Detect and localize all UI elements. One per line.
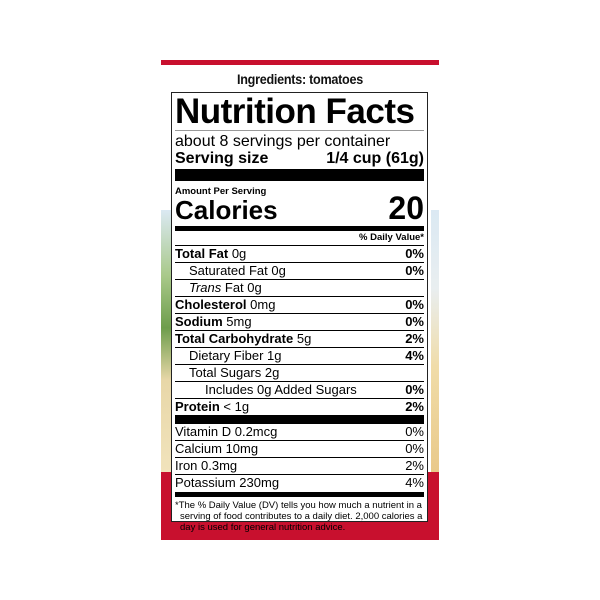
divider-medium xyxy=(175,226,424,231)
divider-thick xyxy=(175,415,424,424)
amount-per-serving: Amount Per Serving xyxy=(175,186,267,197)
divider-medium xyxy=(175,492,424,497)
nutrient-row-total-sugars: Total Sugars 2g xyxy=(175,364,424,381)
nutrient-dv: 0% xyxy=(405,263,424,278)
nutrient-row-trans-fat: Trans Fat 0g xyxy=(175,279,424,296)
divider-thick xyxy=(175,169,424,181)
calories-label: Calories xyxy=(175,195,278,225)
serving-size-label: Serving size xyxy=(175,150,269,167)
package-illustration-right xyxy=(431,210,439,472)
vitamin-row: Potassium 230mg 4% xyxy=(175,474,424,491)
nutrient-dv: 0% xyxy=(405,246,424,261)
nutrient-amount: Fat 0g xyxy=(224,280,262,295)
nutrient-row-added-sugars: Includes 0g Added Sugars 0% xyxy=(175,381,424,398)
nutrient-name: Sodium xyxy=(175,314,223,329)
divider xyxy=(175,130,424,131)
nutrient-amount: < 1g xyxy=(223,399,250,414)
nutrient-dv: 4% xyxy=(405,348,424,363)
vitamin-row: Vitamin D 0.2mcg 0% xyxy=(175,424,424,440)
nutrient-row-total-carbohydrate: Total Carbohydrate 5g 2% xyxy=(175,330,424,347)
calories-row: Calories 20 xyxy=(175,192,424,225)
vitamin-row: Iron 0.3mg 2% xyxy=(175,457,424,474)
nutrient-row-sodium: Sodium 5mg 0% xyxy=(175,313,424,330)
nutrient-name: Dietary Fiber xyxy=(189,348,264,363)
nutrient-name: Includes 0g Added Sugars xyxy=(205,382,357,397)
serving-size: Serving size 1/4 cup (61g) xyxy=(175,150,424,167)
servings-per-container: about 8 servings per container xyxy=(175,133,391,150)
nutrition-facts-label: Nutrition Facts about 8 servings per con… xyxy=(171,92,428,533)
vitamin-dv: 2% xyxy=(405,458,424,473)
nutrient-amount: 0g xyxy=(231,246,247,261)
nutrient-name: Saturated Fat xyxy=(189,263,268,278)
serving-size-value: 1/4 cup (61g) xyxy=(326,150,424,167)
nutrient-amount: 5g xyxy=(296,331,312,346)
nutrient-name: Total Sugars xyxy=(189,365,262,380)
nutrient-dv: 0% xyxy=(405,297,424,312)
nutrient-name: Protein xyxy=(175,399,220,414)
vitamin-label: Potassium 230mg xyxy=(175,475,280,490)
footnote: *The % Daily Value (DV) tells you how mu… xyxy=(175,500,423,533)
vitamin-dv: 4% xyxy=(405,475,424,490)
red-stripe-top xyxy=(161,60,439,65)
daily-value-header: % Daily Value* xyxy=(359,232,424,243)
vitamin-label: Iron 0.3mg xyxy=(175,458,238,473)
nutrient-dv: 0% xyxy=(405,314,424,329)
nutrient-amount: 1g xyxy=(267,348,282,363)
nutrient-amount: 5mg xyxy=(226,314,252,329)
nutrient-dv: 2% xyxy=(405,331,424,346)
vitamin-label: Vitamin D 0.2mcg xyxy=(175,424,278,439)
product-package: Ingredients: tomatoes Nutrition Facts ab… xyxy=(161,60,439,540)
nutrient-row-protein: Protein < 1g 2% xyxy=(175,398,424,415)
nutrient-row-dietary-fiber: Dietary Fiber 1g 4% xyxy=(175,347,424,364)
nutrient-row-cholesterol: Cholesterol 0mg 0% xyxy=(175,296,424,313)
nutrient-row-total-fat: Total Fat 0g 0% xyxy=(175,245,424,262)
nutrient-name: Cholesterol xyxy=(175,297,247,312)
vitamin-dv: 0% xyxy=(405,424,424,439)
nutrient-amount: 2g xyxy=(264,365,280,380)
nutrient-name: Trans xyxy=(189,280,222,295)
vitamin-label: Calcium 10mg xyxy=(175,441,259,456)
nutrient-row-saturated-fat: Saturated Fat 0g 0% xyxy=(175,262,424,279)
calories-value: 20 xyxy=(388,190,424,226)
nutrient-dv: 0% xyxy=(405,382,424,397)
nutrient-amount: 0g xyxy=(271,263,286,278)
nutrient-name: Total Carbohydrate xyxy=(175,331,294,346)
vitamin-row: Calcium 10mg 0% xyxy=(175,440,424,457)
label-title: Nutrition Facts xyxy=(175,92,415,131)
ingredients-text: Ingredients: tomatoes xyxy=(237,71,363,87)
nutrient-name: Total Fat xyxy=(175,246,229,261)
package-illustration-left xyxy=(161,210,173,472)
nutrient-amount: 0mg xyxy=(250,297,276,312)
vitamin-dv: 0% xyxy=(405,441,424,456)
nutrient-dv: 2% xyxy=(405,399,424,414)
